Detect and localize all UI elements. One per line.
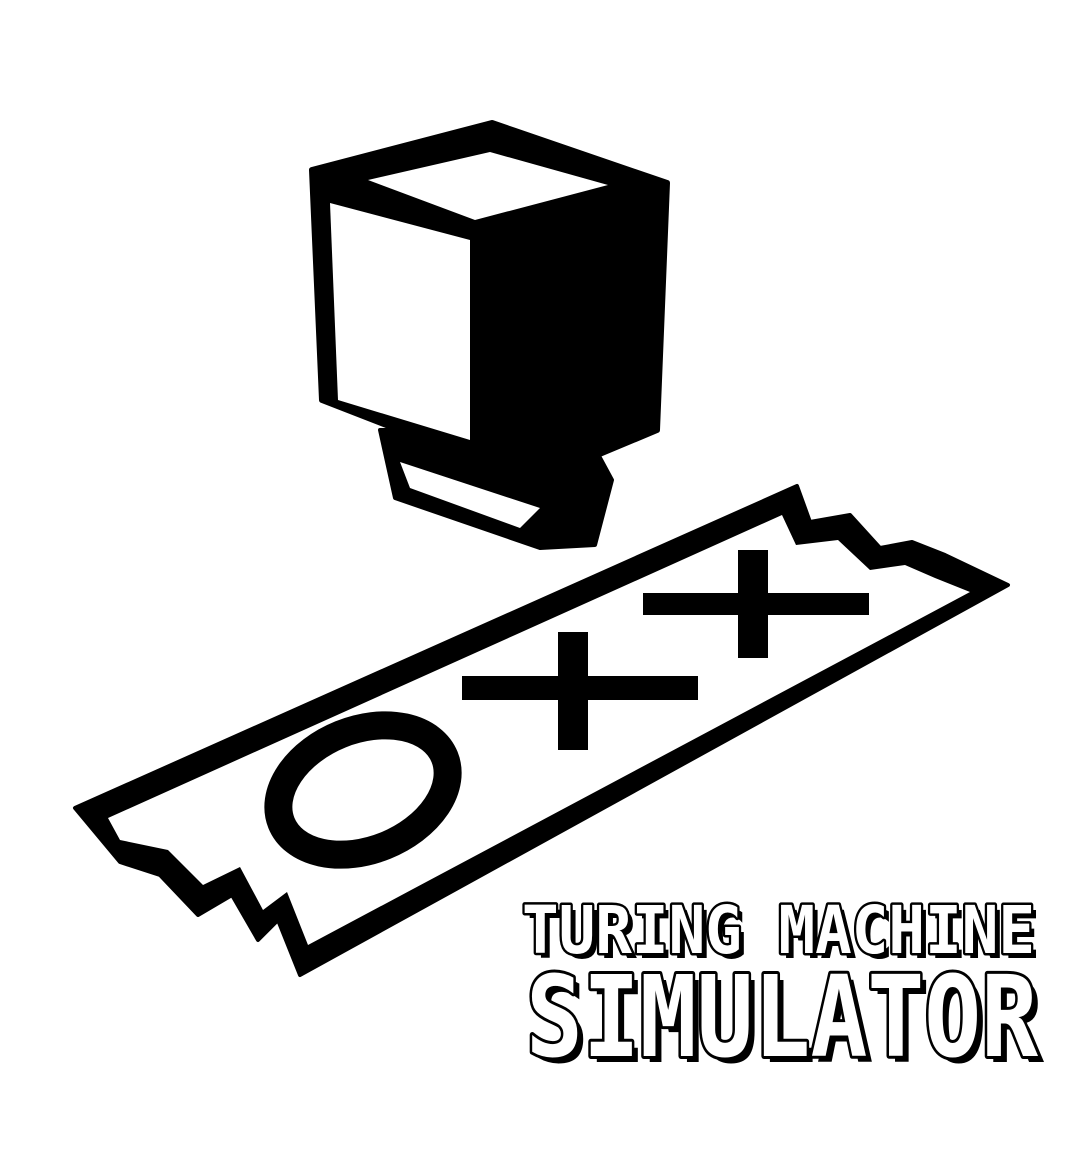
machine-head-icon (309, 120, 670, 550)
title-line1-shadow: TURING MACHINE (527, 897, 1040, 974)
title-line2: SIMULATOR (526, 953, 1038, 1083)
app-title: TURING MACHINE TURING MACHINE SIMULATOR … (520, 890, 1045, 1090)
tape-symbol-plus-icon (643, 550, 869, 658)
tape-symbol-plus-icon (462, 632, 698, 750)
title-line1: TURING MACHINE (522, 892, 1035, 969)
tape-symbol-o-icon (264, 711, 462, 869)
title-line2-shadow: SIMULATOR (532, 959, 1044, 1089)
tape-strip-icon (73, 484, 1010, 977)
